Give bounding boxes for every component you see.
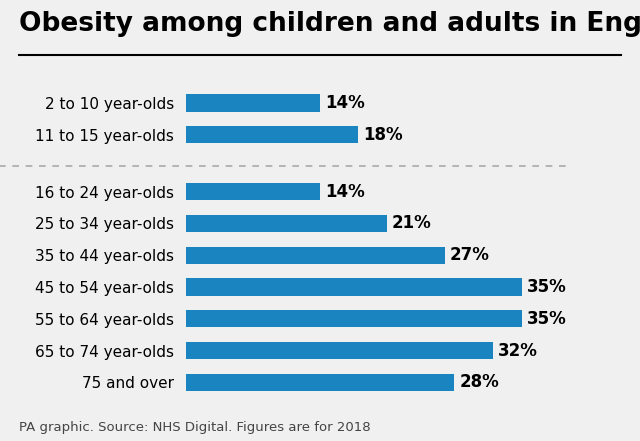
Text: 21%: 21% [392,214,432,232]
Bar [186,215,387,232]
Bar [186,247,445,264]
Text: 14%: 14% [324,183,365,201]
Text: 28%: 28% [459,373,499,391]
Bar [186,278,522,296]
Text: PA graphic. Source: NHS Digital. Figures are for 2018: PA graphic. Source: NHS Digital. Figures… [19,422,371,434]
Text: 35%: 35% [526,310,566,328]
Bar [186,310,522,328]
Text: 32%: 32% [497,341,538,359]
Text: 27%: 27% [449,246,490,264]
Text: Obesity among children and adults in England: Obesity among children and adults in Eng… [19,11,640,37]
Bar [186,342,493,359]
Bar [186,94,320,112]
Bar [186,126,358,143]
Text: 14%: 14% [324,94,365,112]
Text: 18%: 18% [363,126,403,144]
Bar [186,374,454,391]
Bar [186,183,320,201]
Text: 35%: 35% [526,278,566,296]
